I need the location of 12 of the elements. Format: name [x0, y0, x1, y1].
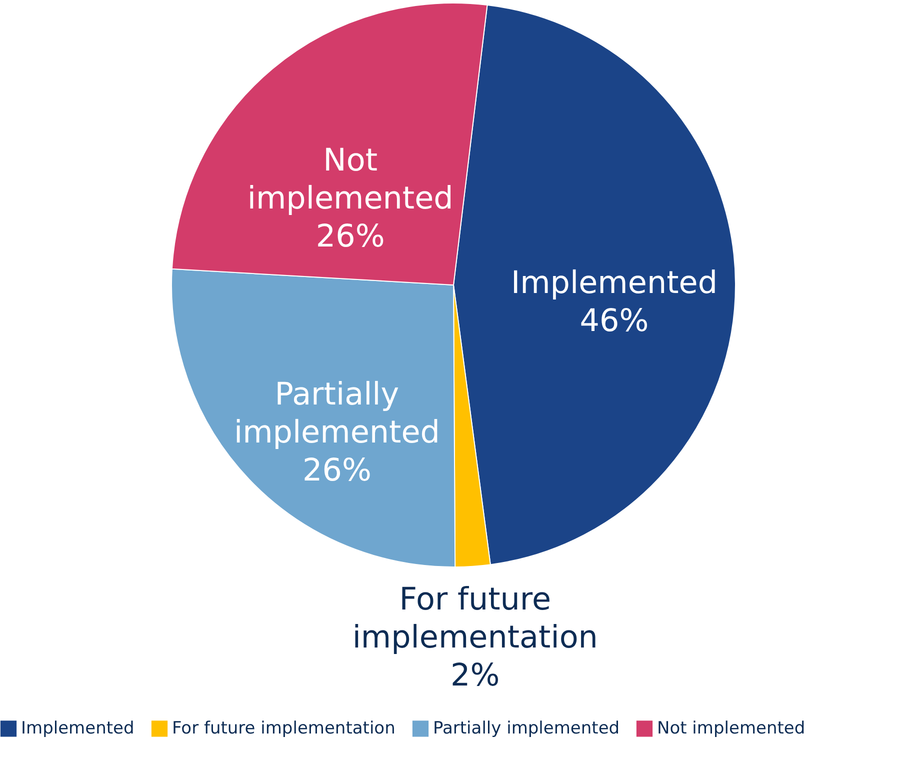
data-label: 26%	[302, 452, 372, 489]
legend-label: Not implemented	[657, 718, 806, 739]
legend-label: Implemented	[21, 718, 134, 739]
data-label: 46%	[580, 303, 649, 340]
legend-label: For future implementation	[172, 718, 396, 739]
slice-label: Implemented	[510, 265, 718, 302]
slice-label: Partially implemented	[234, 376, 440, 451]
data-label: 2%	[450, 657, 500, 694]
data-label: 26%	[316, 218, 385, 255]
slice-label: For future implementation	[352, 581, 598, 656]
legend-label: Partially implemented	[433, 718, 620, 739]
slice-label: Not implemented	[247, 142, 454, 217]
